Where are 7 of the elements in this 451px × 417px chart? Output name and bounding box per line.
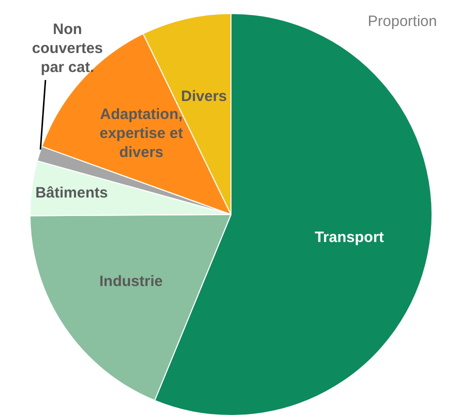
slice-label: Adaptation, expertise et divers	[100, 106, 183, 162]
slice-label: Bâtiments	[35, 184, 108, 202]
chart-title: Proportion	[368, 13, 437, 30]
slice-label: Transport	[314, 228, 384, 246]
slice-label: Industrie	[99, 273, 163, 290]
slice-label: Non couvertes par cat.	[32, 21, 103, 76]
slice-label: Divers	[181, 88, 227, 106]
